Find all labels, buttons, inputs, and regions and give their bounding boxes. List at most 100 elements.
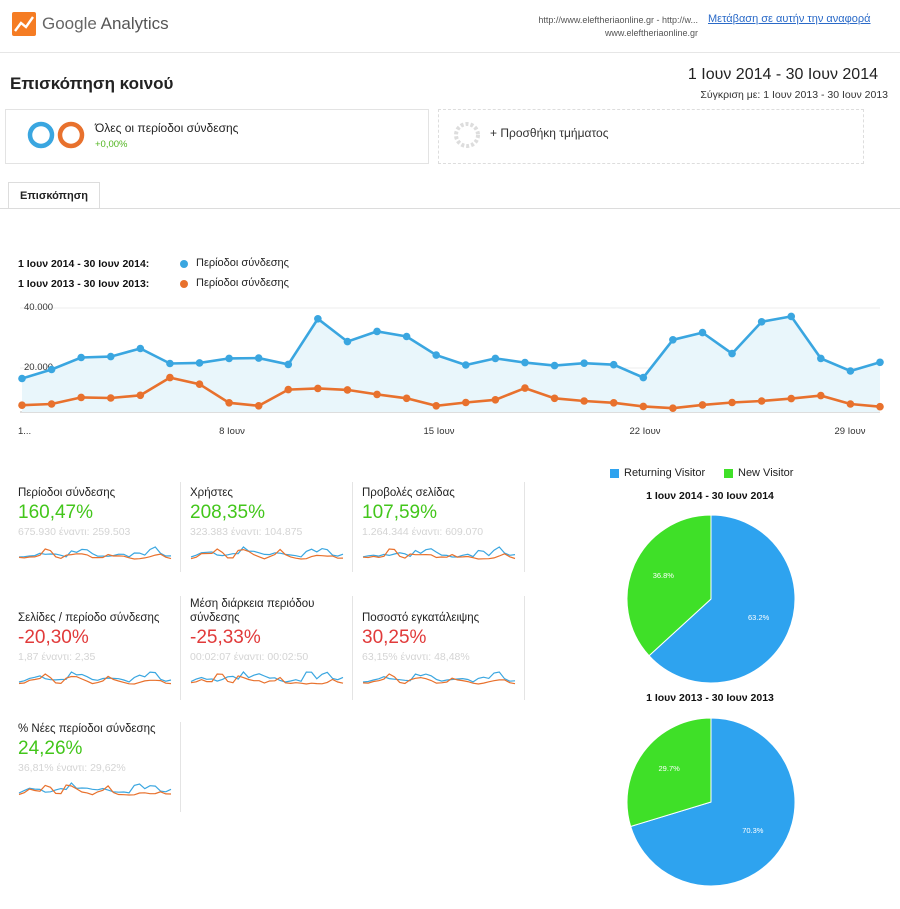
sparkline-series [362,548,516,560]
data-point [491,354,500,363]
data-point [669,336,677,344]
pie-chart-current: 63.2% 36.8% [626,514,796,684]
metric-change: 107,59% [362,502,438,523]
pie-legend-new-swatch [724,469,733,478]
pie-title-previous: 1 Ιουν 2013 - 30 Ιουν 2013 [646,692,774,704]
metric-label: Προβολές σελίδας [362,487,455,499]
data-point [18,374,26,383]
data-point [166,359,174,368]
data-point [432,402,441,410]
metric-label: % Νέες περίοδοι σύνδεσης [18,723,156,735]
pie-label-new: 36.8% [653,571,675,580]
sessions-line-chart: 40.000 20.000 1... 8 Ιουν 15 Ιουν 22 Ιου… [18,302,884,437]
data-point [77,353,85,362]
legend-dot-previous [180,280,188,288]
metric-sparkline [190,546,344,560]
google-analytics-logo-icon [12,12,36,36]
x-tick-label: 15 Ιουν [423,426,454,437]
add-segment-box[interactable] [438,109,864,164]
series-line-current [21,314,881,380]
sparkline-series [190,673,344,685]
metric-comparison: 36,81% έναντι: 29,62% [18,762,126,774]
metric-label: Ποσοστό εγκατάλειψης [362,612,480,624]
pie-slice-returning [630,717,796,887]
date-range-selector[interactable]: 1 Ιουν 2014 - 30 Ιουν 2014 [687,66,878,83]
app-brand: Google Analytics [42,14,169,34]
pie-title-current: 1 Ιουν 2014 - 30 Ιουν 2014 [646,490,774,502]
metric-separator [180,596,181,700]
segment-all-sessions[interactable] [5,109,429,164]
data-point [373,327,381,336]
legend-range-current: 1 Ιουν 2014 - 30 Ιουν 2014: [18,258,150,270]
segment-label: Όλες οι περίοδοι σύνδεσης [95,121,239,135]
data-point [609,399,618,407]
data-point [47,365,56,374]
header-divider [0,52,900,53]
metric-comparison: 1.264.344 έναντι: 609.070 [362,526,484,538]
data-point [609,360,618,369]
page-title: Επισκόπηση κοινού [10,74,174,93]
series-area [22,316,880,412]
data-point [225,399,233,407]
pie-label-new: 29.7% [659,764,681,773]
metric-comparison: 1,87 έναντι: 2,35 [18,651,96,663]
metric-change: -25,33% [190,627,261,648]
sparkline-series [18,548,172,560]
metric-separator [352,482,353,572]
metric-comparison: 00:02:07 έναντι: 00:02:50 [190,651,309,663]
data-point [314,315,322,323]
go-to-report-link[interactable]: Μετάβαση σε αυτήν την αναφορά [708,13,871,25]
metric-tile[interactable]: % Νέες περίοδοι σύνδεσης 24,26% 36,81% ένα… [18,722,174,799]
add-segment-button[interactable]: + Προσθήκη τμήματος [490,126,609,140]
data-point [876,358,884,367]
tab-overview[interactable]: Επισκόπηση [8,182,100,209]
pie-legend-returning[interactable]: Returning Visitor [624,467,706,479]
metric-separator [524,596,525,700]
add-segment-ring-icon [454,122,480,148]
property-url-line1: http://www.eleftheriaonline.gr - http://… [538,15,698,25]
pie-legend-returning-swatch [610,469,619,478]
data-point [787,394,796,403]
sparkline-series [190,548,344,560]
pie-slice-new [626,514,712,657]
data-point [432,351,441,359]
metric-change: 208,35% [190,502,266,523]
legend-series-current[interactable]: Περίοδοι σύνδεσης [196,257,289,269]
data-point [521,384,529,392]
metric-tile[interactable]: Σελίδες / περίοδο σύνδεσης -20,30% 1,87 έν… [18,611,174,688]
data-point [18,401,26,409]
sparkline-series [362,671,516,683]
property-url-line2: www.eleftheriaonline.gr [604,28,698,38]
data-point [343,386,352,394]
data-point [817,354,825,363]
metric-sparkline [18,782,172,796]
x-tick-label: 29 Ιουν [834,426,865,437]
pie-legend-new[interactable]: New Visitor [738,467,794,479]
metric-tile[interactable]: Περίοδοι σύνδεσης 160,47% 675.930 έναντι: … [18,486,174,563]
data-point [846,400,855,408]
metric-sparkline [190,671,344,685]
pie-slice-new [626,717,712,828]
data-point [254,402,263,410]
metric-tile[interactable]: Προβολές σελίδας 107,59% 1.264.344 έναντι:… [362,486,518,563]
data-point [521,358,529,367]
metric-comparison: 63,15% έναντι: 48,48% [362,651,470,663]
data-point [757,397,766,405]
metric-tile[interactable]: Ποσοστό εγκατάλειψης 30,25% 63,15% έναντι:… [362,611,518,688]
data-point [284,360,293,369]
legend-series-previous[interactable]: Περίοδοι σύνδεσης [196,277,289,289]
data-point [698,401,707,409]
data-point [254,354,263,362]
data-point [461,398,470,407]
metric-tile[interactable]: Μέση διάρκεια περιόδου σύνδεσης -25,33% 00… [190,597,346,688]
metric-tile[interactable]: Χρήστες 208,35% 323.383 έναντι: 104.875 [190,486,346,563]
metric-separator [524,482,525,572]
brand-analytics: Analytics [100,14,169,33]
data-point [639,402,648,411]
metric-label: Μέση διάρκεια περιόδου σύνδεσης [190,598,315,624]
brand-google: Google [42,14,97,33]
y-tick-label: 40.000 [24,302,53,313]
metric-change: -20,30% [18,627,89,648]
sparkline-series [362,546,516,558]
metric-label: Περίοδοι σύνδεσης [18,487,116,499]
